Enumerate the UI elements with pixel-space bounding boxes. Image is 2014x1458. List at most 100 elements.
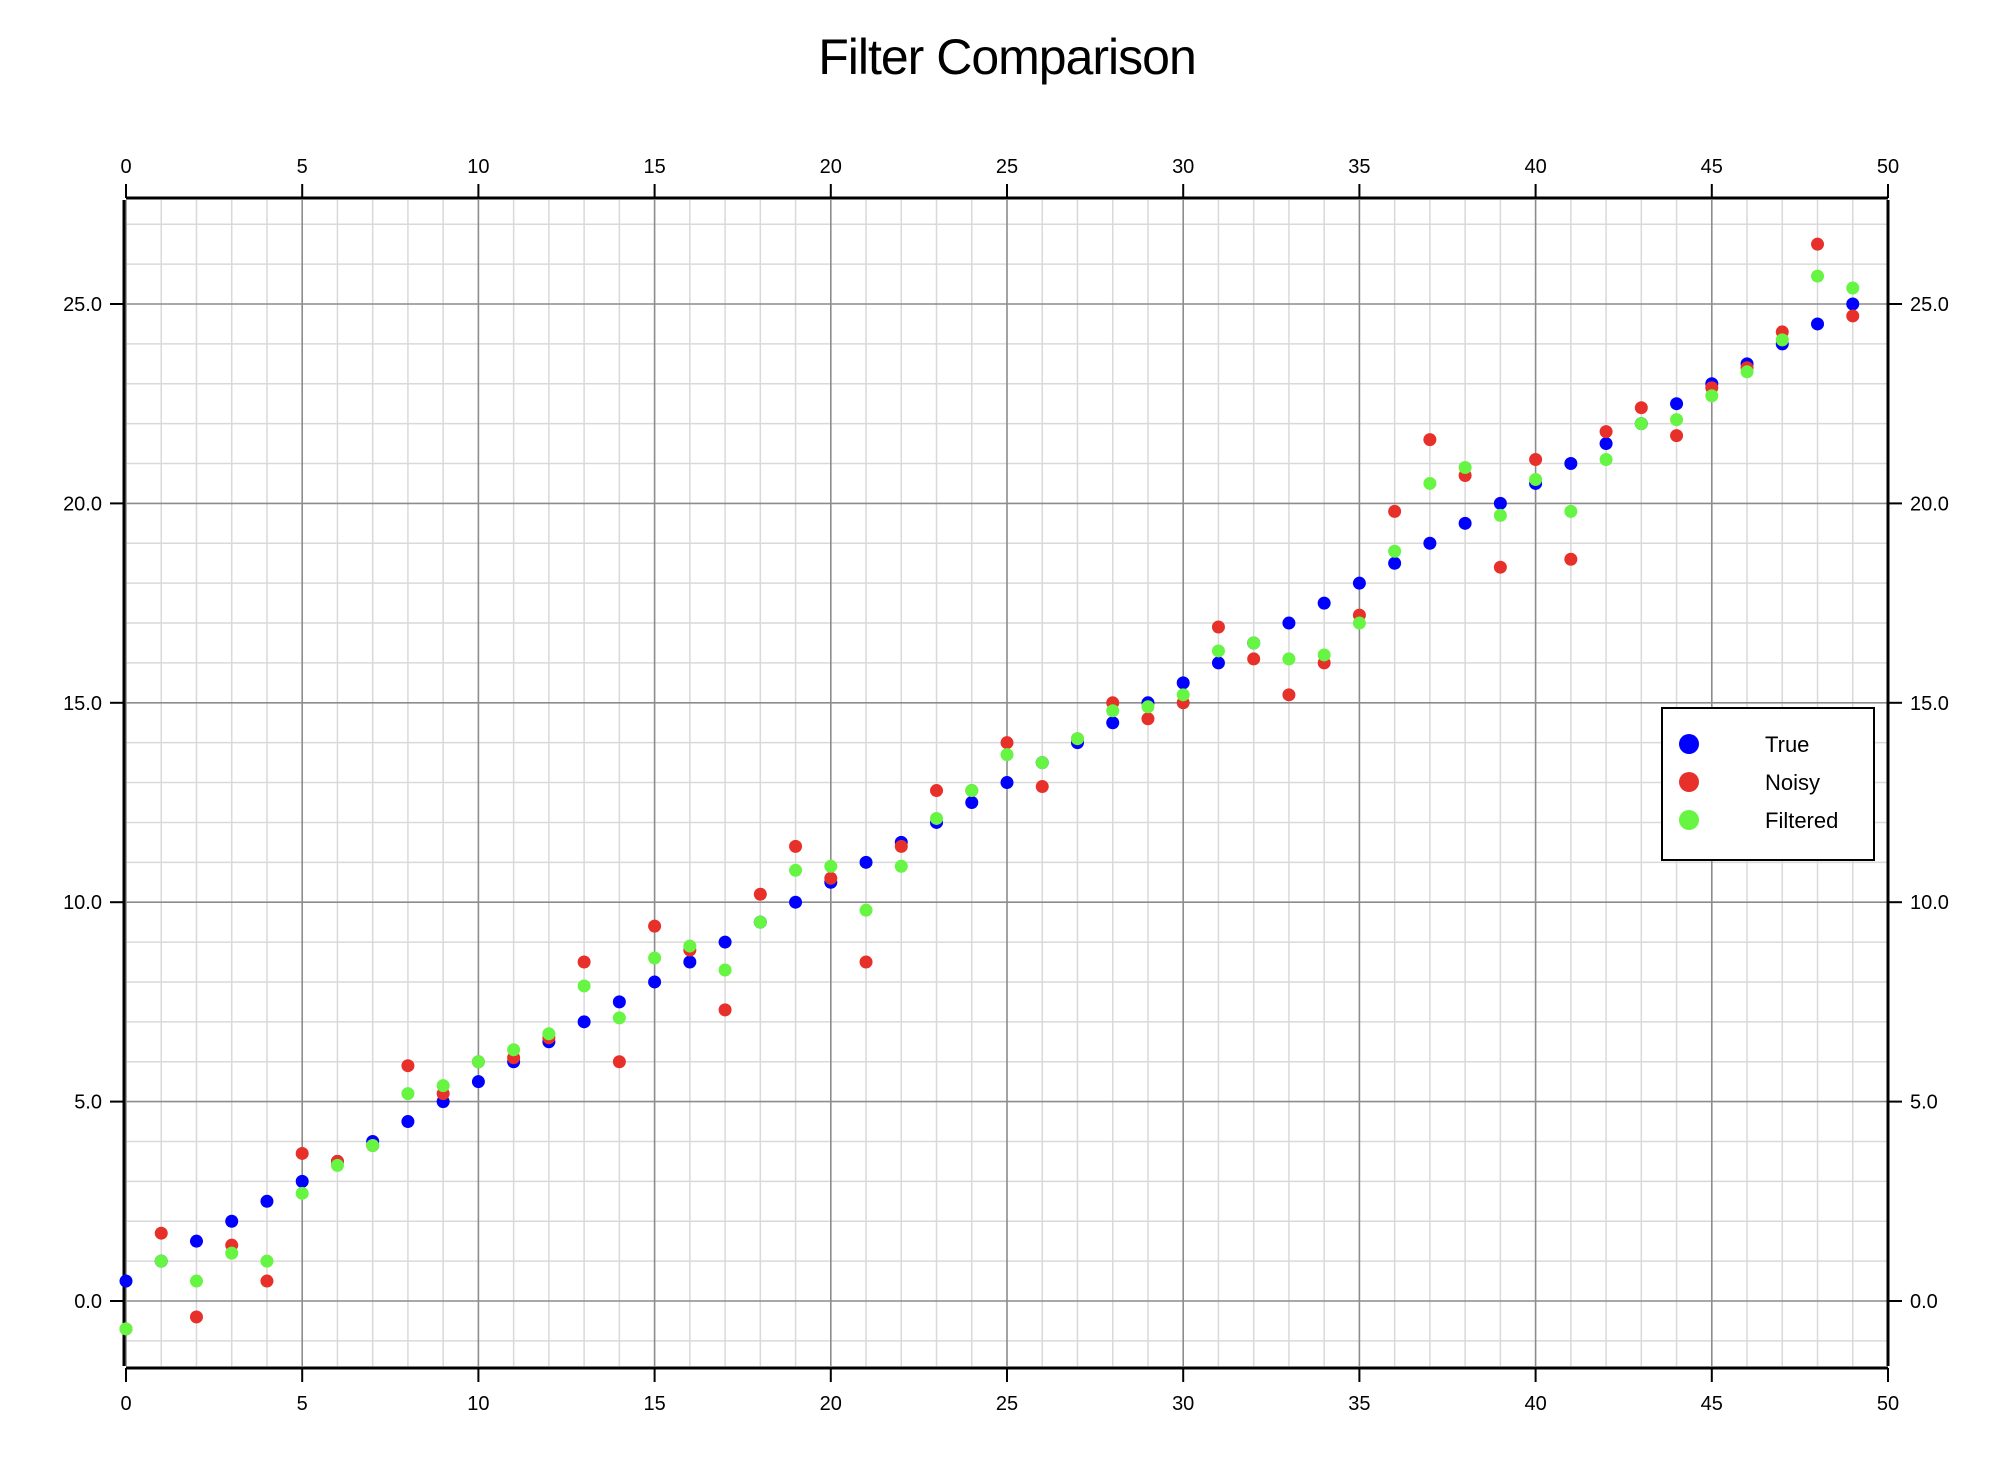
x-tick-label-top: 5 — [297, 156, 308, 178]
axis-ticks: 0 0 5 5 10 10 15 15 20 20 25 25 30 30 35 35 40 40 45 45 50 50… — [63, 156, 1949, 1415]
data-point-noisy — [295, 1146, 309, 1160]
data-point-noisy — [401, 1059, 415, 1073]
y-tick-label-left: 20.0 — [63, 493, 102, 515]
x-tick-label-bottom: 45 — [1701, 1393, 1723, 1415]
data-point-true — [189, 1234, 203, 1248]
data-point-true — [789, 895, 803, 909]
data-point-filtered — [612, 1011, 626, 1025]
y-tick-label-left: 0.0 — [74, 1291, 102, 1313]
data-point-true — [1811, 317, 1825, 331]
data-point-filtered — [1352, 616, 1366, 630]
legend-label-noisy: Noisy — [1765, 770, 1820, 795]
data-point-noisy — [859, 955, 873, 969]
x-tick-label-bottom: 0 — [120, 1393, 131, 1415]
data-point-filtered — [1423, 476, 1437, 490]
x-tick-label-top: 10 — [467, 156, 489, 178]
y-tick-label-right: 25.0 — [1910, 294, 1949, 316]
data-point-noisy — [1811, 237, 1825, 251]
data-point-filtered — [1740, 365, 1754, 379]
data-point-filtered — [119, 1322, 133, 1336]
legend-label-true: True — [1765, 732, 1809, 757]
data-point-filtered — [1176, 688, 1190, 702]
data-point-filtered — [1035, 756, 1049, 770]
data-point-filtered — [1282, 652, 1296, 666]
y-tick-label-right: 10.0 — [1910, 892, 1949, 914]
data-point-true — [1423, 536, 1437, 550]
data-point-noisy — [1035, 780, 1049, 794]
data-point-noisy — [154, 1226, 168, 1240]
data-point-true — [1458, 516, 1472, 530]
legend: True Noisy Filtered — [1661, 707, 1875, 861]
x-tick-label-bottom: 20 — [820, 1393, 842, 1415]
data-point-filtered — [225, 1246, 239, 1260]
data-point-noisy — [1670, 429, 1684, 443]
data-point-filtered — [1388, 544, 1402, 558]
data-point-filtered — [366, 1138, 380, 1152]
x-tick-label-top: 35 — [1348, 156, 1370, 178]
data-point-filtered — [1000, 748, 1014, 762]
x-tick-label-top: 20 — [820, 156, 842, 178]
data-point-filtered — [1317, 648, 1331, 662]
x-tick-label-top: 25 — [996, 156, 1018, 178]
data-point-filtered — [436, 1079, 450, 1093]
x-tick-label-top: 15 — [643, 156, 665, 178]
data-point-true — [965, 796, 979, 809]
data-point-true — [119, 1274, 133, 1288]
data-point-noisy — [1141, 712, 1155, 726]
legend-marker-filtered-icon — [1679, 810, 1699, 830]
y-tick-label-left: 10.0 — [63, 892, 102, 914]
data-points — [119, 237, 1860, 1336]
x-tick-label-bottom: 25 — [996, 1393, 1018, 1415]
data-point-filtered — [1705, 389, 1719, 403]
y-tick-label-right: 5.0 — [1910, 1092, 1938, 1114]
x-tick-label-bottom: 50 — [1877, 1393, 1899, 1415]
data-point-noisy — [1388, 504, 1402, 518]
data-point-filtered — [1670, 413, 1684, 427]
data-point-filtered — [930, 811, 944, 825]
data-point-filtered — [295, 1186, 309, 1200]
data-point-true — [1106, 716, 1120, 730]
data-point-noisy — [612, 1055, 626, 1069]
data-point-true — [295, 1174, 309, 1188]
data-point-true — [1282, 616, 1296, 630]
data-point-filtered — [1493, 508, 1507, 522]
data-point-filtered — [542, 1027, 556, 1041]
data-point-filtered — [1458, 461, 1472, 475]
data-point-true — [1317, 596, 1331, 610]
data-point-true — [401, 1115, 415, 1129]
data-point-filtered — [1775, 333, 1789, 347]
data-point-noisy — [1564, 552, 1578, 566]
data-point-filtered — [1247, 636, 1261, 650]
data-point-true — [718, 935, 732, 949]
data-point-filtered — [683, 939, 697, 953]
data-point-filtered — [1811, 269, 1825, 283]
data-point-filtered — [1141, 700, 1155, 714]
data-point-noisy — [1211, 620, 1225, 634]
data-point-filtered — [753, 915, 767, 929]
data-point-noisy — [824, 871, 838, 885]
y-tick-label-right: 15.0 — [1910, 693, 1949, 715]
data-point-filtered — [965, 784, 979, 798]
data-point-true — [612, 995, 626, 1009]
data-point-filtered — [1564, 504, 1578, 518]
y-tick-label-left: 25.0 — [63, 294, 102, 316]
data-point-true — [1352, 576, 1366, 590]
data-point-noisy — [789, 839, 803, 853]
data-point-noisy — [577, 955, 591, 969]
y-tick-label-right: 20.0 — [1910, 493, 1949, 515]
data-point-filtered — [894, 859, 908, 873]
legend-marker-noisy-icon — [1679, 772, 1699, 792]
data-point-filtered — [648, 951, 662, 965]
data-point-noisy — [930, 784, 944, 798]
data-point-true — [1564, 457, 1578, 471]
data-point-true — [577, 1015, 591, 1029]
x-tick-label-top: 0 — [120, 156, 131, 178]
data-point-filtered — [401, 1087, 415, 1101]
data-point-noisy — [1634, 401, 1648, 415]
data-point-filtered — [577, 979, 591, 993]
data-point-true — [471, 1075, 485, 1089]
x-tick-label-top: 40 — [1524, 156, 1546, 178]
y-tick-label-left: 5.0 — [74, 1092, 102, 1114]
data-point-true — [1670, 397, 1684, 411]
